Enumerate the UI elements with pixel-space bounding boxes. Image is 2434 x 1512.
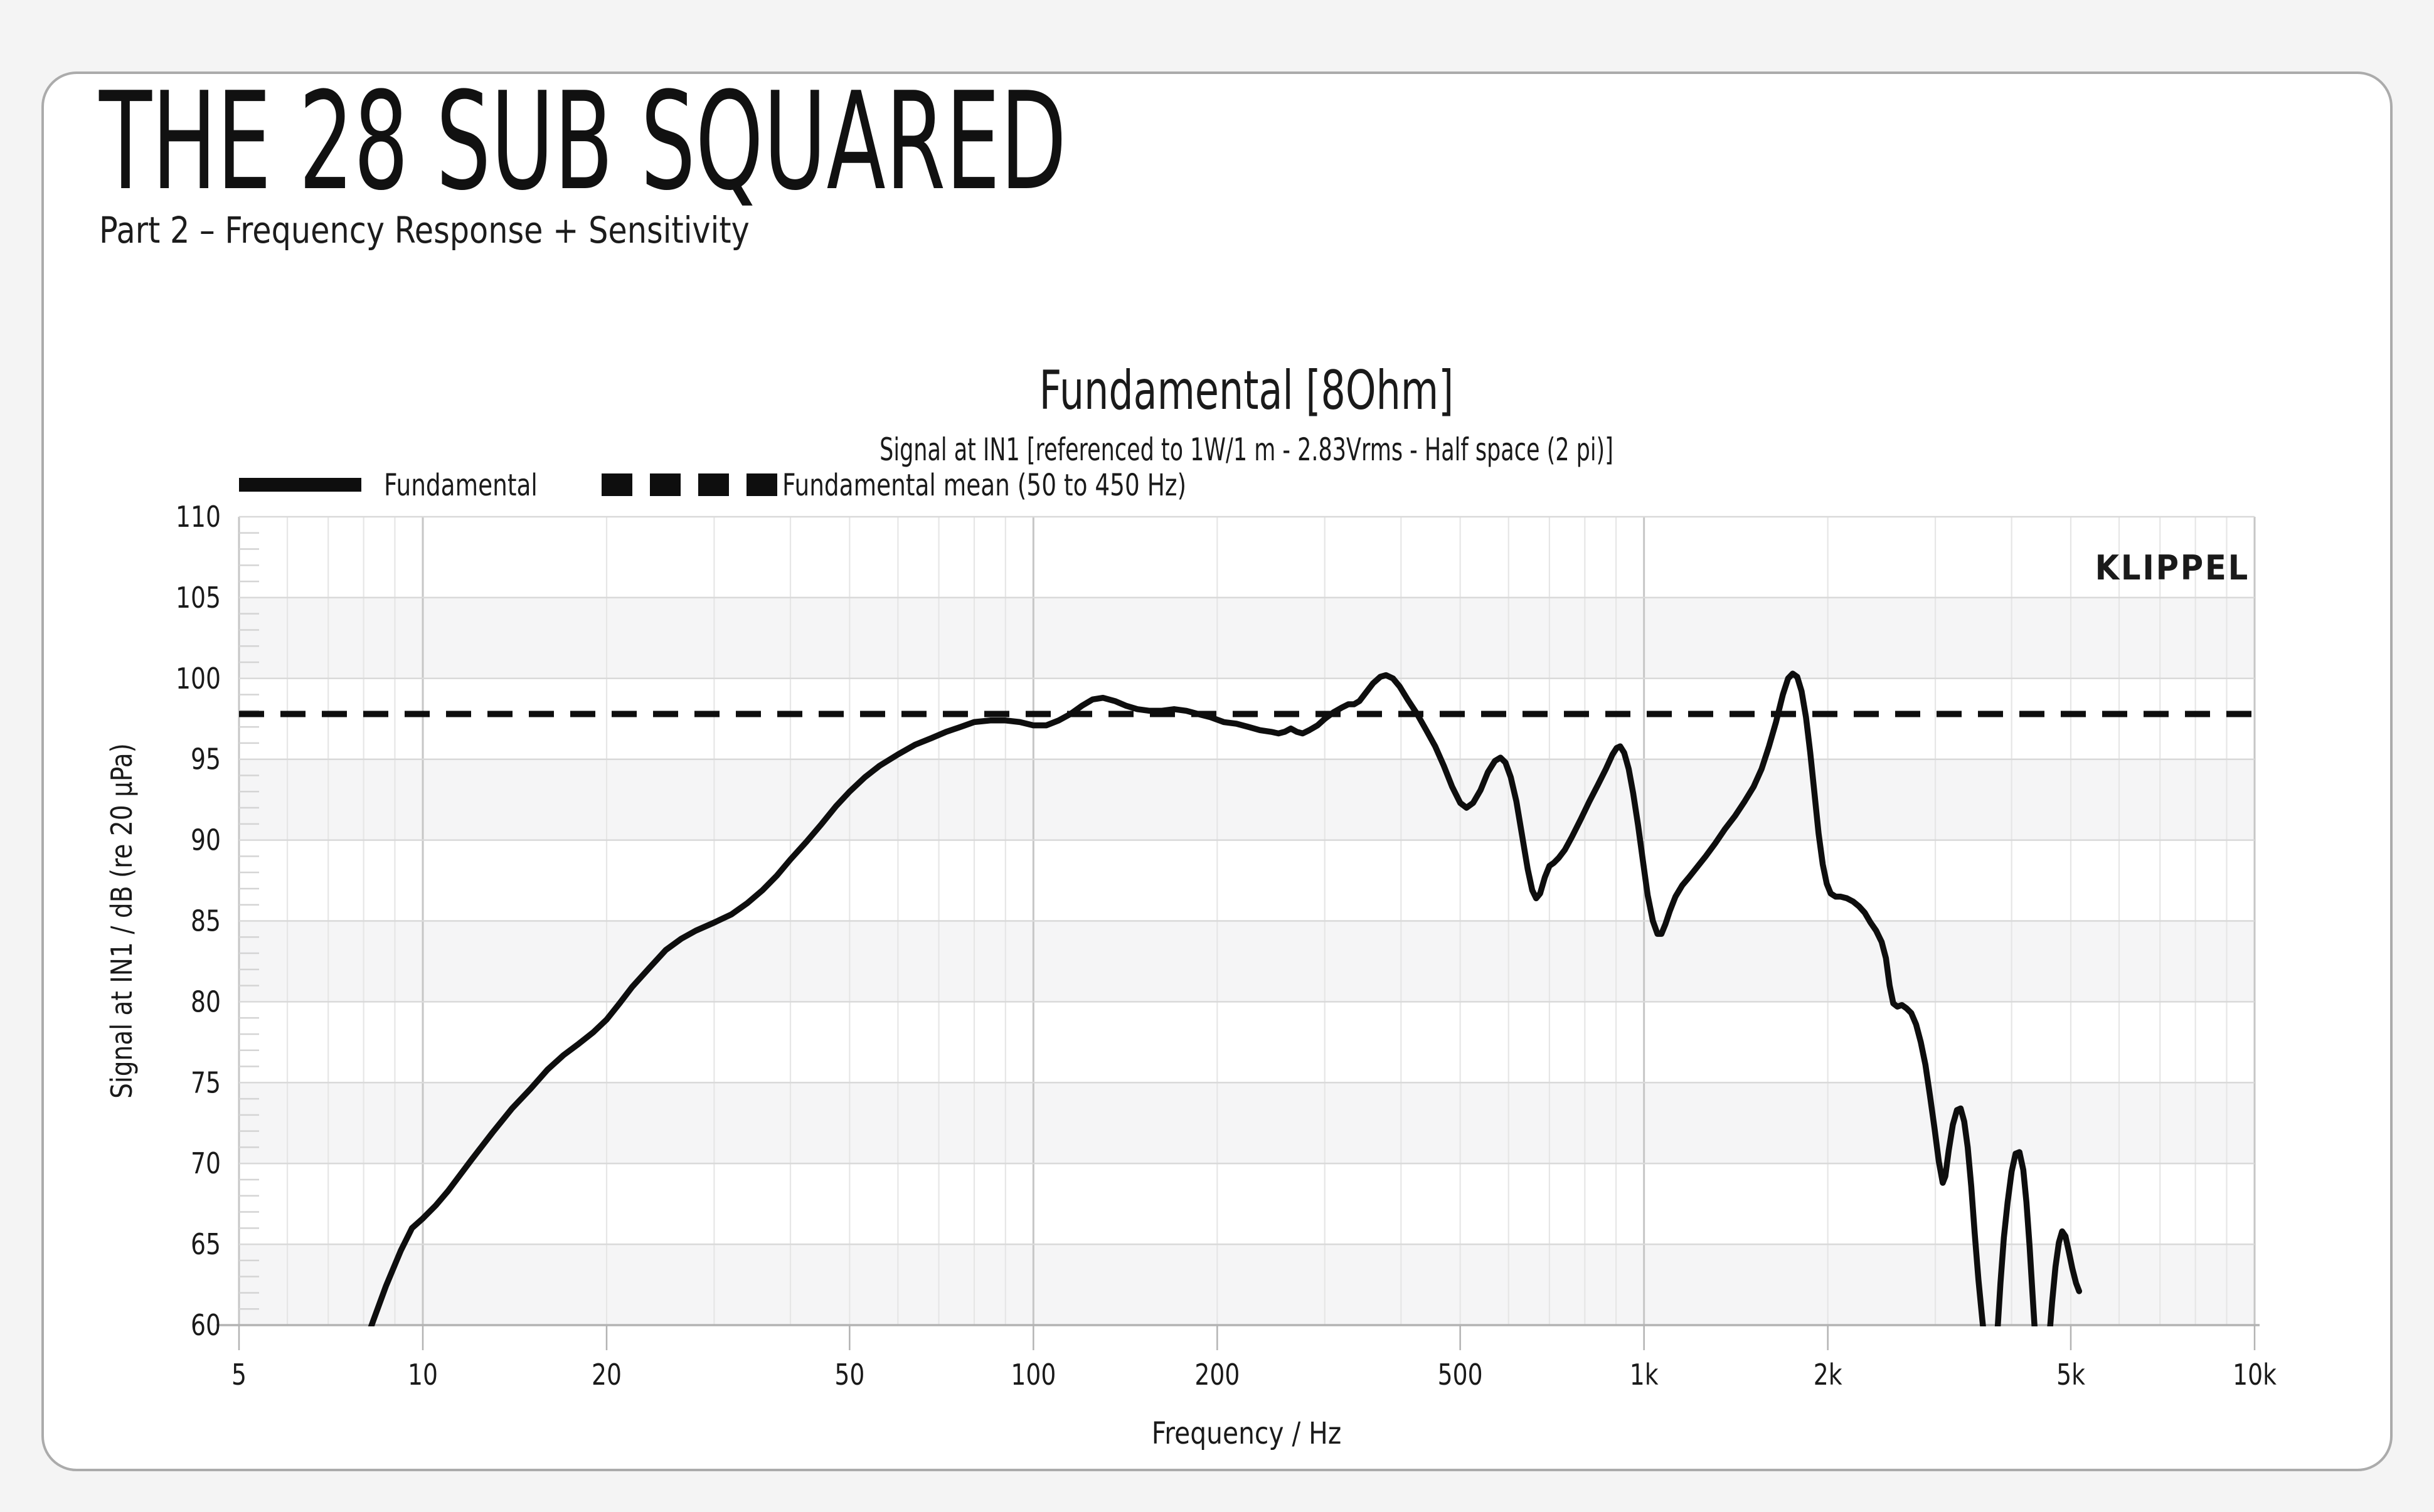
chart-subtitle: Signal at IN1 [referenced to 1W/1 m - 2.… [880,432,1613,468]
x-tick-label: 500 [1438,1358,1483,1392]
y-tick-label: 95 [191,743,221,776]
y-tick-label: 65 [191,1227,221,1261]
y-tick-label: 100 [176,662,221,695]
y-tick-label: 90 [191,823,221,857]
legend-label-fundamental-mean: Fundamental mean (50 to 450 Hz) [782,468,1186,504]
chart-title: Fundamental [8Ohm] [1039,359,1454,422]
y-tick-label: 85 [191,904,221,938]
legend-label-fundamental: Fundamental [384,468,538,504]
grid-band [239,1082,2255,1164]
x-axis-title: Frequency / Hz [1152,1416,1341,1451]
page-subtitle: Part 2 – Frequency Response + Sensitivit… [99,209,750,251]
x-tick-label: 10 [408,1358,438,1392]
y-tick-label: 105 [176,581,221,615]
klippel-watermark: KLIPPEL [2095,549,2250,588]
y-tick-label: 80 [191,985,221,1019]
y-tick-label: 110 [176,500,221,534]
x-tick-label: 100 [1011,1358,1056,1392]
y-axis-title: Signal at IN1 / dB (re 20 µPa) [105,743,139,1099]
y-tick-label: 70 [191,1147,221,1181]
x-tick-label: 5 [231,1358,247,1392]
grid-band [239,921,2255,1002]
fundamental-curve [368,670,2083,1326]
page-title: THE 28 SUB SQUARED [99,63,1067,220]
y-tick-label: 60 [191,1308,221,1342]
grid-band [239,1244,2255,1325]
x-tick-label: 50 [834,1358,864,1392]
x-tick-label: 20 [592,1358,622,1392]
grid-band [239,759,2255,840]
y-tick-label: 75 [191,1066,221,1100]
x-tick-label: 5k [2056,1358,2085,1392]
x-tick-label: 200 [1194,1358,1240,1392]
x-tick-label: 1k [1630,1358,1659,1392]
x-tick-label: 10k [2233,1358,2277,1392]
x-tick-label: 2k [1814,1358,1842,1392]
grid-band [239,597,2255,679]
